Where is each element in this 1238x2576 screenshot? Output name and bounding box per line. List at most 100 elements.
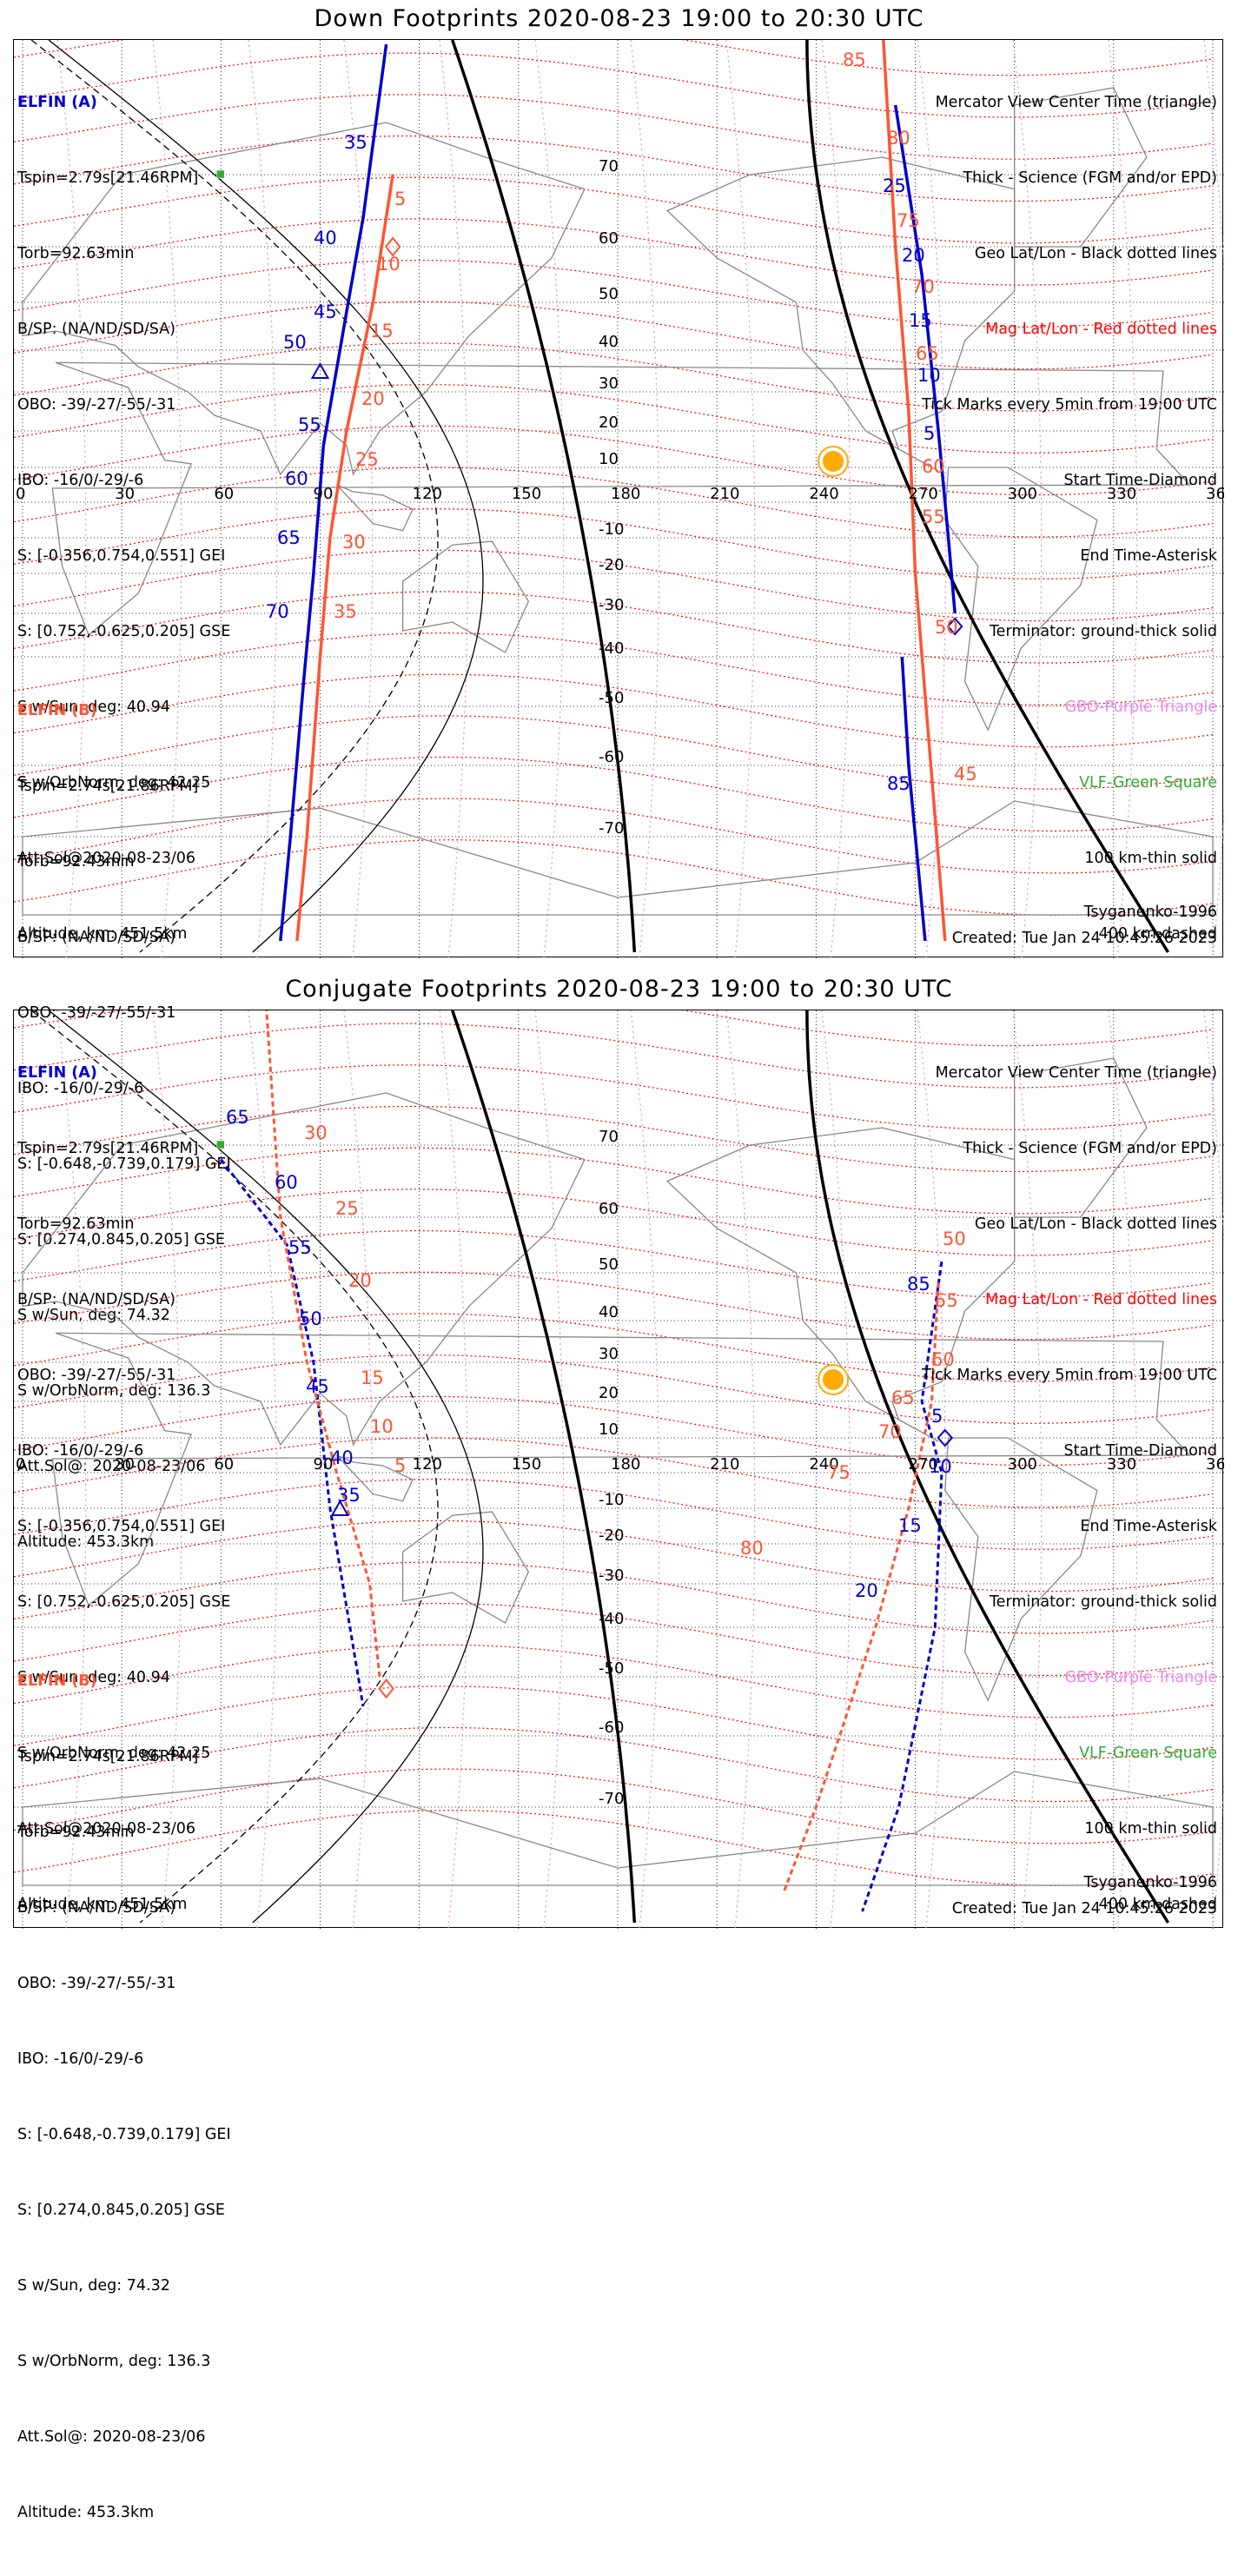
elfin-a-tick-label: 65 [226, 1107, 249, 1128]
elfin-b-tick-label: 20 [348, 1270, 372, 1291]
legend-line: 400 km-dashed [1098, 1896, 1217, 1913]
map-frame: 0306090120150180210240270300330360706050… [13, 39, 1224, 1551]
panel-title: Down Footprints 2020-08-23 19:00 to 20:3… [314, 5, 924, 32]
elfin-b-tick-label: 55 [922, 507, 945, 527]
elfin-b-tick-label: 70 [911, 276, 935, 297]
mag-parallel [14, 1313, 1214, 1382]
mag-parallel [14, 425, 1214, 496]
map-frame: 0306090120150180210240270300330360706050… [13, 1010, 1224, 2521]
continent-outline [22, 800, 1214, 916]
lat-tick-label: 10 [599, 1420, 619, 1439]
terminator-line [451, 1010, 637, 1924]
elfin-b-tick-label: 70 [878, 1421, 902, 1442]
mag-parallel [14, 467, 1214, 538]
info-line: S: [0.752,-0.625,0.205] GSE [17, 623, 231, 640]
elfin-a-header: ELFIN (A) [17, 94, 97, 111]
elfin-a-tick-label: 5 [931, 1406, 943, 1427]
elfin-b-tick-label: 35 [334, 601, 357, 622]
info-line: Torb=92.63min [17, 245, 135, 262]
mag-parallel [14, 301, 1214, 370]
legend-line: End Time-Asterisk [1080, 547, 1217, 565]
start-diamond [378, 1678, 394, 1699]
lon-tick-label: 360 [1206, 485, 1224, 503]
lon-tick-label: 90 [314, 485, 334, 503]
mag-parallel [14, 591, 1214, 664]
continent-outline [22, 122, 586, 476]
info-line: Att.Sol@2020-08-23/06 [17, 850, 195, 867]
continent-outline [336, 484, 414, 532]
info-line: S w/Sun, deg: 40.94 [17, 699, 170, 716]
elfin-a-track [861, 1261, 943, 1912]
start-diamond [946, 617, 963, 636]
legend-line: Thick - Science (FGM and/or EPD) [963, 169, 1217, 187]
elfin-b-tick-label: 25 [335, 1198, 359, 1219]
lat-tick-label: 60 [599, 229, 619, 248]
info-line: S w/OrbNorm, deg: 136.3 [17, 2353, 211, 2370]
elfin-b-tick-label: 60 [931, 1349, 955, 1370]
elfin-a-info: ELFIN (A) Tspin=2.79s[21.46RPM] Torb=92.… [17, 1010, 230, 1968]
info-line: Att.Sol@2020-08-23/06 [17, 1820, 195, 1838]
info-line: Tspin=2.79s[21.46RPM] [17, 169, 199, 187]
elfin-b-tick-label: 45 [954, 764, 977, 785]
info-line: Att.Sol@: 2020-08-23/06 [17, 2428, 206, 2446]
continent-outline [944, 467, 1098, 732]
continent-outline [401, 1511, 530, 1624]
terminator-100km [48, 1010, 484, 1924]
elfin-b-tick-label: 75 [897, 210, 920, 231]
down-footprints-panel: Down Footprints 2020-08-23 19:00 to 20:3… [0, 0, 1238, 1551]
elfin-b-tick-label: 30 [342, 532, 366, 553]
elfin-b-tick-label: 50 [943, 1228, 966, 1249]
elfin-a-track [279, 43, 388, 942]
elfin-b-track [265, 1010, 381, 1678]
elfin-a-tick-label: 60 [275, 1172, 298, 1193]
elfin-a-tick-label: 55 [298, 414, 321, 435]
mag-parallel [14, 756, 1214, 832]
continent-outline [336, 1454, 414, 1502]
mag-parallel [14, 1229, 1214, 1299]
start-diamond [937, 1428, 954, 1447]
info-line: B/SP: (NA/ND/SD/SA) [17, 1899, 175, 1917]
terminator-100km [48, 40, 484, 953]
info-line: Torb=92.43min [17, 853, 135, 871]
legend-line: Mag Lat/Lon - Red dotted lines [985, 321, 1217, 338]
elfin-a-track [220, 1158, 365, 1707]
lat-tick-label: 40 [599, 333, 619, 351]
lat-tick-label: 10 [599, 450, 619, 468]
view-center-triangle [310, 361, 330, 379]
info-line: S: [-0.356,0.754,0.551] GEI [17, 547, 226, 565]
created-label: Created: Tue Jan 24 10:45:26 2023 [951, 1900, 1217, 1917]
elfin-b-tick-label: 65 [916, 343, 939, 364]
lon-tick-label: 180 [611, 485, 640, 503]
mag-meridian [248, 40, 278, 958]
mag-parallel [14, 218, 1214, 286]
elfin-b-tick-label: 25 [355, 449, 379, 470]
elfin-b-tick-label: 10 [377, 254, 401, 275]
lon-tick-label: 270 [909, 1455, 938, 1473]
elfin-a-track [900, 656, 927, 942]
elfin-a-tick-label: 20 [902, 245, 925, 266]
elfin-a-tick-label: 35 [344, 132, 367, 153]
elfin-a-tick-label: 35 [337, 1485, 361, 1506]
mag-parallel [14, 1479, 1214, 1550]
legend: Mercator View Center Time (triangle) Thi… [922, 1010, 1217, 1968]
legend-line: Geo Lat/Lon - Black dotted lines [974, 1215, 1217, 1233]
mag-parallel [14, 1354, 1214, 1424]
info-line: S: [0.752,-0.625,0.205] GSE [17, 1593, 231, 1611]
elfin-b-tick-label: 65 [891, 1387, 915, 1408]
mag-parallel [14, 632, 1214, 706]
elfin-b-tick-label: 15 [361, 1367, 384, 1388]
terminator-400km [30, 40, 439, 953]
legend-line: Terminator: ground-thick solid [989, 623, 1217, 640]
legend-line: 400 km-dashed [1098, 925, 1217, 943]
continent-outline [22, 1092, 586, 1447]
elfin-a-tick-label: 50 [283, 332, 307, 353]
lat-tick-label: -10 [599, 1491, 624, 1509]
info-line: IBO: -16/0/-29/-6 [17, 1080, 144, 1097]
elfin-a-tick-label: 85 [907, 1274, 930, 1295]
legend-line: 100 km-thin solid [1084, 850, 1217, 867]
legend-line: Terminator: ground-thick solid [989, 1593, 1217, 1611]
lat-tick-label: -30 [599, 1566, 624, 1585]
lat-tick-label: -70 [599, 1790, 624, 1808]
continent-outline [51, 361, 1191, 637]
legend-line: Thick - Science (FGM and/or EPD) [963, 1140, 1217, 1157]
